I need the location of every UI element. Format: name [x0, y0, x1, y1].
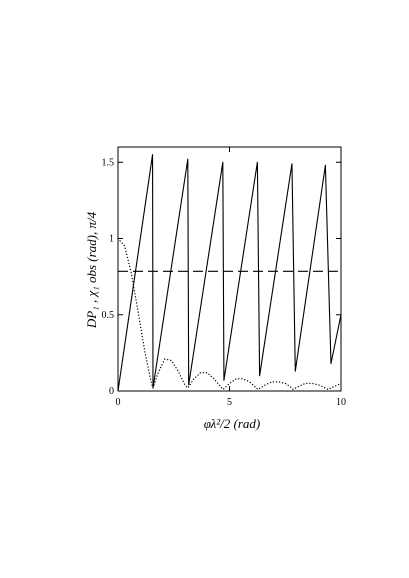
y-tick-label-1: 0.5	[102, 310, 115, 321]
x-axis-label: φλ²/2 (rad)	[204, 416, 261, 431]
series-layer	[117, 154, 342, 392]
y-tick-label-2: 1	[109, 234, 114, 245]
plot-frame	[117, 146, 342, 392]
x-tick-label-2: 10	[336, 397, 346, 408]
tick-labels: 0 5 10 0 0.5 1 1.5	[102, 157, 347, 408]
y-axis-label: DP₁ , χ₁ obs (rad), π/4	[84, 211, 99, 329]
series-solid-line	[117, 154, 342, 392]
y-tick-label-3: 1.5	[102, 157, 115, 168]
series-dotted-line	[117, 237, 342, 391]
axis-ticks	[117, 147, 342, 392]
x-tick-label-1: 5	[227, 397, 232, 408]
y-tick-label-0: 0	[109, 386, 114, 397]
x-tick-label-0: 0	[116, 397, 121, 408]
